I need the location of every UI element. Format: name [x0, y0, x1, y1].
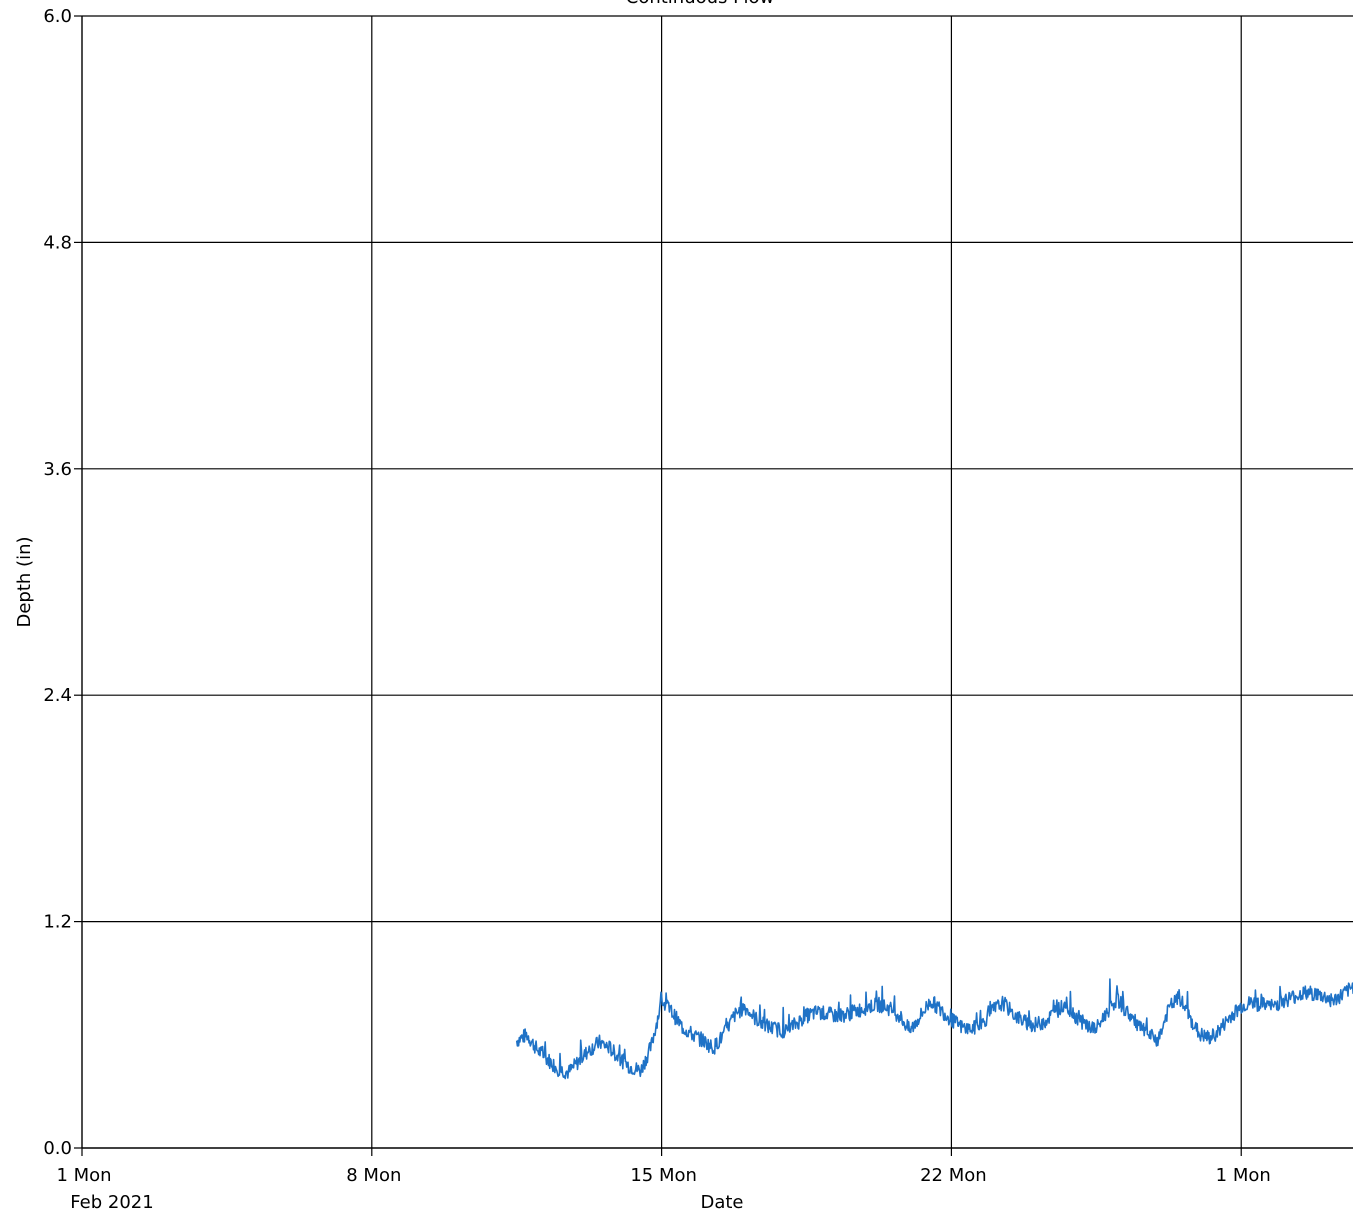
y-tick-label: 2.4: [43, 685, 72, 706]
x-tick-label: 1 Mon: [56, 1165, 111, 1186]
x-tick-label: 1 Mon: [1216, 1165, 1271, 1186]
y-axis-label: Depth (in): [14, 536, 35, 627]
axes: [81, 16, 1353, 1149]
chart-title: Continuous Flow: [626, 0, 774, 8]
y-tick-label: 1.2: [43, 912, 72, 933]
x-tick-label: 8 Mon: [346, 1165, 401, 1186]
x-tick-label: 15 Mon: [630, 1165, 697, 1186]
x-axis-label: Date: [700, 1192, 743, 1213]
y-tick-label: 0.0: [43, 1138, 72, 1159]
grid: [82, 15, 1353, 1148]
y-tick-label: 3.6: [43, 459, 72, 480]
y-tick-label: 4.8: [43, 232, 72, 253]
series-line: [515, 978, 1353, 1080]
x-ticks: 1 Mon 8 Mon 15 Mon 22 Mon 1 Mon: [56, 1148, 1271, 1186]
x-tick-label: 22 Mon: [920, 1165, 987, 1186]
x-axis-sublabel: Feb 2021: [70, 1192, 153, 1213]
y-ticks: 0.0 1.2 2.4 3.6 4.8 6.0: [43, 6, 82, 1159]
y-tick-label: 6.0: [43, 6, 72, 27]
